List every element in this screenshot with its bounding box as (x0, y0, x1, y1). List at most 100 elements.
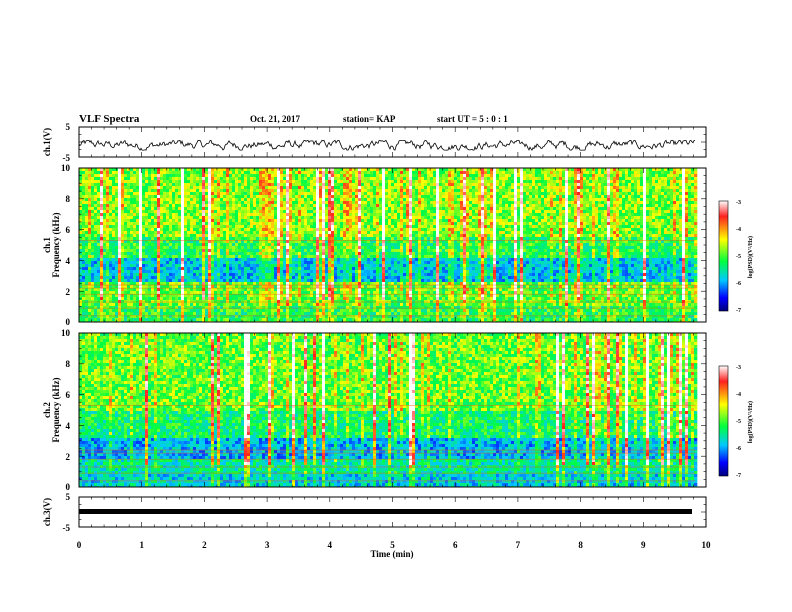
spectrogram-cell (193, 189, 197, 193)
spectrogram-cell (376, 174, 380, 178)
spectrogram-cell (193, 171, 197, 175)
spectrogram-cell (520, 213, 524, 217)
spectrogram-cell (103, 198, 107, 202)
spectrogram-cell (454, 171, 458, 175)
spectrogram-cell (634, 171, 638, 175)
spectrogram-cell (685, 198, 689, 202)
spectrogram-cell (301, 198, 305, 202)
spectrogram-cell (298, 195, 302, 199)
spectrogram-cell (298, 234, 302, 238)
spectrogram-cell (241, 204, 245, 208)
spectrogram-cell (586, 234, 590, 238)
spectrogram-cell (439, 228, 443, 232)
spectrogram-cell (259, 225, 263, 229)
spectrogram-cell (226, 207, 230, 211)
spectrogram-cell (247, 192, 251, 196)
spectrogram-cell (88, 192, 92, 196)
spectrogram-cell (187, 195, 191, 199)
spectrogram-cell (400, 228, 404, 232)
spectrogram-cell (307, 189, 311, 193)
spectrogram-cell (568, 231, 572, 235)
spectrogram-cell (508, 168, 512, 172)
spectrogram-cell (394, 225, 398, 229)
spectrogram-cell (91, 201, 95, 205)
spectrogram-cell (133, 213, 137, 217)
spectrogram-cell (361, 225, 365, 229)
spectrogram-cell (373, 213, 377, 217)
spectrogram-cell (661, 213, 665, 217)
spectrogram-cell (139, 183, 143, 187)
spectrogram-cell (604, 210, 608, 214)
spectrogram-cell (334, 183, 338, 187)
spectrogram-cell (682, 183, 686, 187)
spectrogram-cell (529, 225, 533, 229)
spectrogram-cell (280, 210, 284, 214)
spectrogram-cell (457, 225, 461, 229)
spectrogram-cell (319, 213, 323, 217)
spectrogram-cell (568, 186, 572, 190)
spectrogram-cell (118, 231, 122, 235)
spectrogram-cell (652, 225, 656, 229)
spectrogram-cell (643, 207, 647, 211)
spectrogram-cell (688, 228, 692, 232)
spectrogram-cell (133, 234, 137, 238)
spectrogram-cell (118, 180, 122, 184)
spectrogram-cell (376, 183, 380, 187)
spectrogram-cell (484, 213, 488, 217)
spectrogram-cell (106, 198, 110, 202)
spectrogram-cell (520, 210, 524, 214)
spectrogram-cell (298, 174, 302, 178)
spectrogram-cell (538, 234, 542, 238)
spectrogram-cell (253, 207, 257, 211)
spectrogram-cell (682, 177, 686, 181)
spectrogram-cell (100, 219, 104, 223)
spectrogram-cell (169, 204, 173, 208)
spectrogram-cell (310, 198, 314, 202)
spectrogram-cell (688, 168, 692, 172)
spectrogram-cell (646, 231, 650, 235)
spectrogram-cell (169, 237, 173, 241)
spectrogram-cell (511, 213, 515, 217)
spectrogram-cell (259, 231, 263, 235)
spectrogram-cell (319, 174, 323, 178)
spectrogram-cell (184, 192, 188, 196)
spectrogram-cell (328, 210, 332, 214)
spectrogram-cell (196, 222, 200, 226)
spectrogram-cell (394, 192, 398, 196)
spectrogram-cell (313, 201, 317, 205)
spectrogram-cell (490, 201, 494, 205)
spectrogram-cell (484, 198, 488, 202)
spectrogram-cell (652, 186, 656, 190)
spectrogram-cell (94, 204, 98, 208)
spectrogram-cell (106, 192, 110, 196)
spectrogram-cell (463, 192, 467, 196)
spectrogram-cell (592, 189, 596, 193)
spectrogram-cell (589, 177, 593, 181)
spectrogram-cell (601, 225, 605, 229)
spectrogram-cell (652, 180, 656, 184)
spectrogram-cell (85, 234, 89, 238)
spectrogram-cell (475, 177, 479, 181)
spectrogram-cell (685, 204, 689, 208)
spectrogram-cell (133, 186, 137, 190)
spectrogram-cell (217, 192, 221, 196)
spectrogram-cell (532, 204, 536, 208)
spectrogram-cell (472, 186, 476, 190)
spectrogram-cell (436, 174, 440, 178)
spectrogram-cell (622, 168, 626, 172)
spectrogram-cell (367, 177, 371, 181)
spectrogram-cell (331, 198, 335, 202)
spectrogram-cell (532, 222, 536, 226)
spectrogram-cell (355, 186, 359, 190)
spectrogram-cell (370, 201, 374, 205)
spectrogram-cell (583, 192, 587, 196)
spectrogram-cell (430, 168, 434, 172)
spectrogram-cell (136, 222, 140, 226)
spectrogram-cell (679, 231, 683, 235)
spectrogram-cell (346, 237, 350, 241)
spectrogram-cell (199, 204, 203, 208)
spectrogram-cell (463, 231, 467, 235)
spectrogram-cell (334, 210, 338, 214)
spectrogram-cell (673, 231, 677, 235)
spectrogram-cell (112, 174, 116, 178)
